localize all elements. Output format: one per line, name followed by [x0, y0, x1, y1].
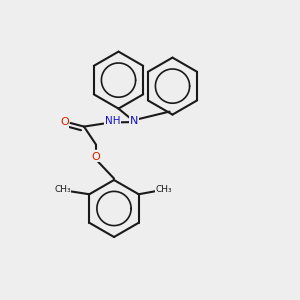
- Text: CH₃: CH₃: [155, 185, 172, 194]
- Text: O: O: [60, 117, 69, 127]
- Text: O: O: [92, 152, 100, 162]
- Text: NH: NH: [105, 116, 120, 126]
- Text: CH₃: CH₃: [54, 185, 70, 194]
- Text: N: N: [130, 116, 138, 126]
